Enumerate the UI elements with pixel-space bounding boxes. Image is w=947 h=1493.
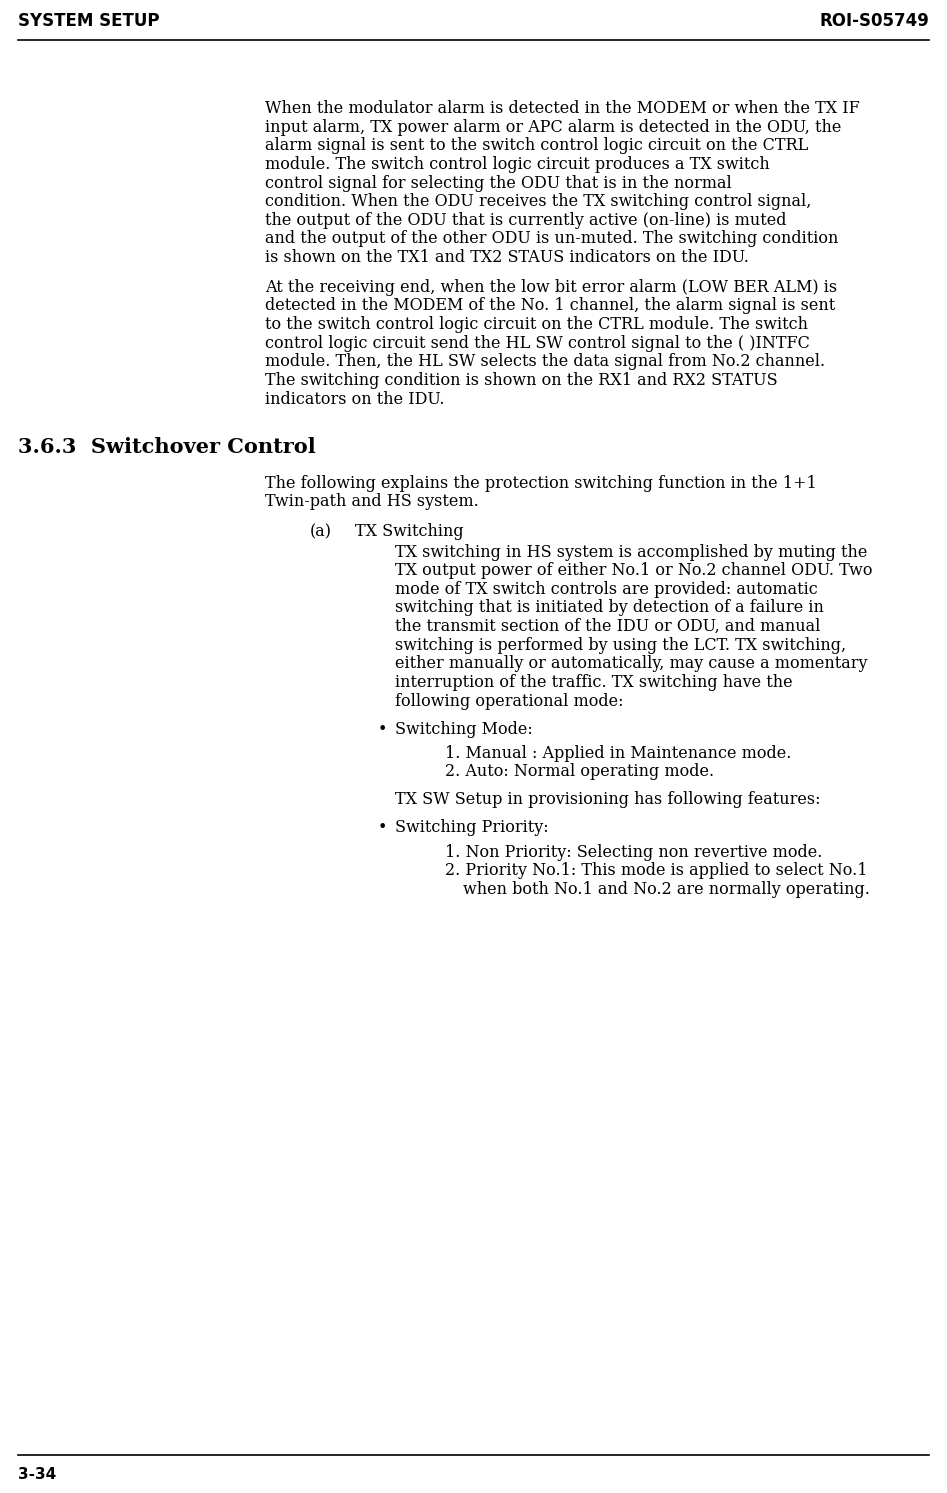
Text: interruption of the traffic. TX switching have the: interruption of the traffic. TX switchin… [395,673,793,691]
Text: 1. Non Priority: Selecting non revertive mode.: 1. Non Priority: Selecting non revertive… [445,844,822,860]
Text: SYSTEM SETUP: SYSTEM SETUP [18,12,159,30]
Text: switching that is initiated by detection of a failure in: switching that is initiated by detection… [395,600,824,617]
Text: detected in the MODEM of the No. 1 channel, the alarm signal is sent: detected in the MODEM of the No. 1 chann… [265,297,835,315]
Text: 3.6.3  Switchover Control: 3.6.3 Switchover Control [18,437,315,457]
Text: control signal for selecting the ODU that is in the normal: control signal for selecting the ODU tha… [265,175,732,191]
Text: 2. Priority No.1: This mode is applied to select No.1: 2. Priority No.1: This mode is applied t… [445,861,867,879]
Text: ROI-S05749: ROI-S05749 [819,12,929,30]
Text: to the switch control logic circuit on the CTRL module. The switch: to the switch control logic circuit on t… [265,317,808,333]
Text: alarm signal is sent to the switch control logic circuit on the CTRL: alarm signal is sent to the switch contr… [265,137,808,154]
Text: (a): (a) [310,523,332,540]
Text: •: • [378,721,387,738]
Text: Switching Priority:: Switching Priority: [395,820,548,836]
Text: TX switching in HS system is accomplished by muting the: TX switching in HS system is accomplishe… [395,543,867,560]
Text: TX Switching: TX Switching [355,523,464,540]
Text: TX output power of either No.1 or No.2 channel ODU. Two: TX output power of either No.1 or No.2 c… [395,563,872,579]
Text: is shown on the TX1 and TX2 STAUS indicators on the IDU.: is shown on the TX1 and TX2 STAUS indica… [265,249,749,266]
Text: •: • [378,820,387,836]
Text: At the receiving end, when the low bit error alarm (LOW BER ALM) is: At the receiving end, when the low bit e… [265,279,837,296]
Text: mode of TX switch controls are provided: automatic: mode of TX switch controls are provided:… [395,581,818,597]
Text: control logic circuit send the HL SW control signal to the ( )INTFC: control logic circuit send the HL SW con… [265,334,810,352]
Text: When the modulator alarm is detected in the MODEM or when the TX IF: When the modulator alarm is detected in … [265,100,860,116]
Text: module. Then, the HL SW selects the data signal from No.2 channel.: module. Then, the HL SW selects the data… [265,354,825,370]
Text: Switching Mode:: Switching Mode: [395,721,533,738]
Text: the output of the ODU that is currently active (on-line) is muted: the output of the ODU that is currently … [265,212,787,228]
Text: TX SW Setup in provisioning has following features:: TX SW Setup in provisioning has followin… [395,791,820,808]
Text: switching is performed by using the LCT. TX switching,: switching is performed by using the LCT.… [395,636,846,654]
Text: input alarm, TX power alarm or APC alarm is detected in the ODU, the: input alarm, TX power alarm or APC alarm… [265,118,841,136]
Text: condition. When the ODU receives the TX switching control signal,: condition. When the ODU receives the TX … [265,193,812,211]
Text: Twin-path and HS system.: Twin-path and HS system. [265,493,479,511]
Text: the transmit section of the IDU or ODU, and manual: the transmit section of the IDU or ODU, … [395,618,820,635]
Text: The switching condition is shown on the RX1 and RX2 STATUS: The switching condition is shown on the … [265,372,777,390]
Text: 3-34: 3-34 [18,1468,56,1483]
Text: following operational mode:: following operational mode: [395,693,623,709]
Text: The following explains the protection switching function in the 1+1: The following explains the protection sw… [265,475,816,491]
Text: indicators on the IDU.: indicators on the IDU. [265,391,444,408]
Text: when both No.1 and No.2 are normally operating.: when both No.1 and No.2 are normally ope… [463,881,870,897]
Text: module. The switch control logic circuit produces a TX switch: module. The switch control logic circuit… [265,155,770,173]
Text: 2. Auto: Normal operating mode.: 2. Auto: Normal operating mode. [445,763,714,781]
Text: 1. Manual : Applied in Maintenance mode.: 1. Manual : Applied in Maintenance mode. [445,745,792,761]
Text: either manually or automatically, may cause a momentary: either manually or automatically, may ca… [395,655,867,672]
Text: and the output of the other ODU is un-muted. The switching condition: and the output of the other ODU is un-mu… [265,230,838,248]
